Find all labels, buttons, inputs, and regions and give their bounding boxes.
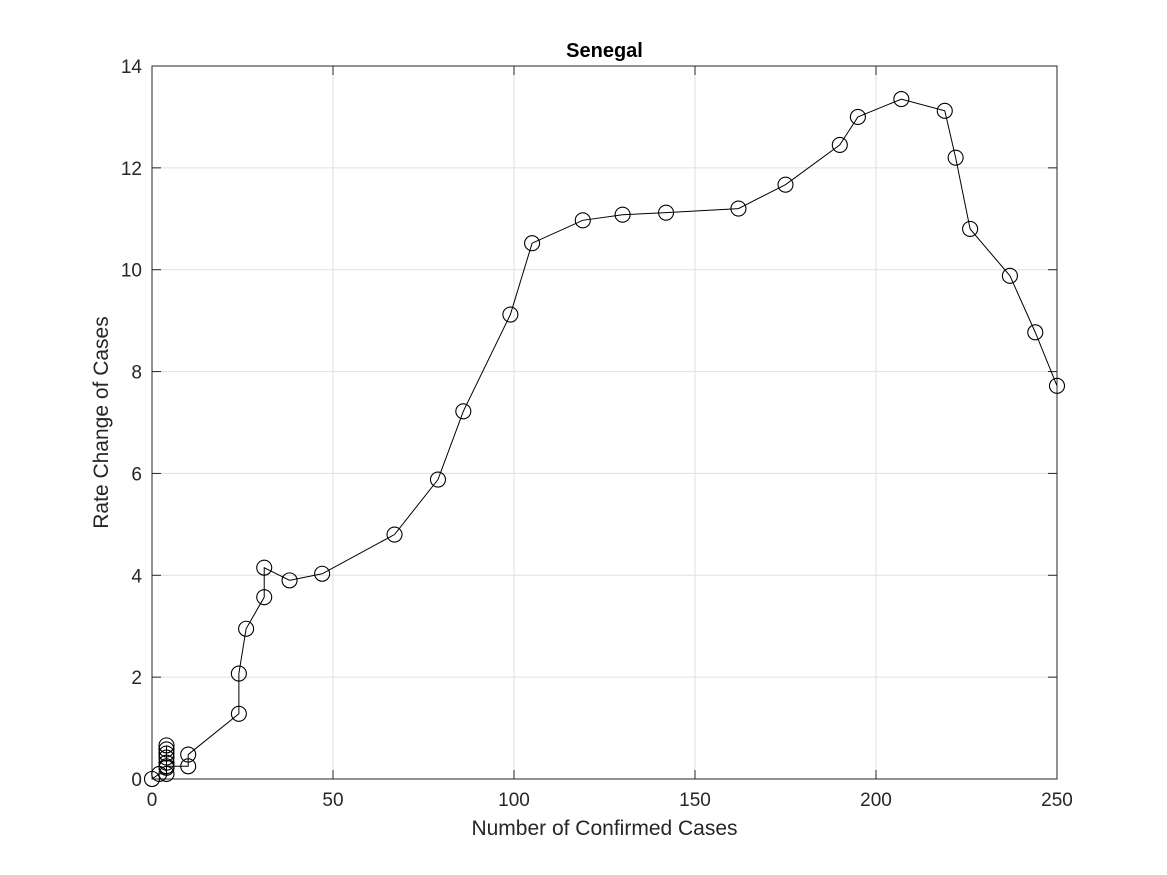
- data-point: [1001, 267, 1018, 284]
- data-point: [947, 149, 964, 166]
- data-point: [238, 620, 255, 637]
- data-point: [230, 705, 247, 722]
- x-tick-label: 50: [322, 790, 343, 811]
- ticks: [151, 65, 1058, 780]
- data-point: [158, 741, 175, 758]
- y-tick-label: 14: [121, 57, 143, 78]
- data-point: [158, 758, 175, 775]
- x-tick-label: 0: [147, 790, 158, 811]
- markers: [143, 91, 1066, 788]
- data-point: [256, 589, 273, 606]
- x-tick-label: 250: [1041, 790, 1073, 811]
- y-tick-label: 0: [131, 770, 142, 791]
- grid: [151, 65, 1058, 780]
- data-point: [256, 559, 273, 576]
- data-point: [429, 471, 447, 488]
- y-tick-label: 8: [131, 363, 142, 384]
- y-tick-label: 10: [121, 261, 142, 282]
- data-point: [455, 403, 472, 420]
- data-point: [314, 565, 331, 582]
- data-point: [158, 754, 175, 771]
- y-axis-label: Rate Change of Cases: [90, 316, 113, 528]
- data-point: [180, 746, 197, 763]
- data-point: [158, 765, 175, 782]
- data-point: [502, 306, 519, 323]
- data-point: [158, 737, 175, 754]
- y-tick-label: 12: [121, 159, 142, 180]
- data-point: [777, 176, 794, 193]
- x-axis-label: Number of Confirmed Cases: [471, 817, 737, 840]
- data-point: [158, 749, 175, 766]
- data-point: [158, 745, 175, 762]
- plot-area-frame: [151, 65, 1058, 780]
- tick-labels: 0 50 100 150 200 250 0 2 4 6 8 10 12 14: [121, 57, 1073, 811]
- data-point: [936, 102, 953, 119]
- x-tick-label: 200: [860, 790, 892, 811]
- y-tick-label: 2: [131, 668, 142, 689]
- data-point: [614, 206, 631, 223]
- data-point: [831, 136, 848, 153]
- data-point: [849, 108, 866, 125]
- data-point: [180, 758, 197, 775]
- chart-title: Senegal: [566, 40, 643, 62]
- data-point: [1048, 377, 1066, 394]
- data-point: [962, 220, 979, 238]
- y-tick-label: 6: [131, 464, 142, 485]
- data-point: [386, 526, 403, 543]
- data-point: [524, 235, 541, 252]
- data-point: [574, 212, 591, 229]
- y-tick-label: 4: [131, 566, 142, 587]
- data-point: [893, 91, 910, 108]
- data-point: [657, 204, 675, 221]
- data-point: [230, 665, 247, 682]
- x-tick-label: 100: [498, 790, 530, 811]
- data-point: [1027, 324, 1044, 341]
- data-point: [281, 572, 298, 589]
- data-point: [730, 200, 747, 217]
- x-tick-label: 150: [679, 790, 711, 811]
